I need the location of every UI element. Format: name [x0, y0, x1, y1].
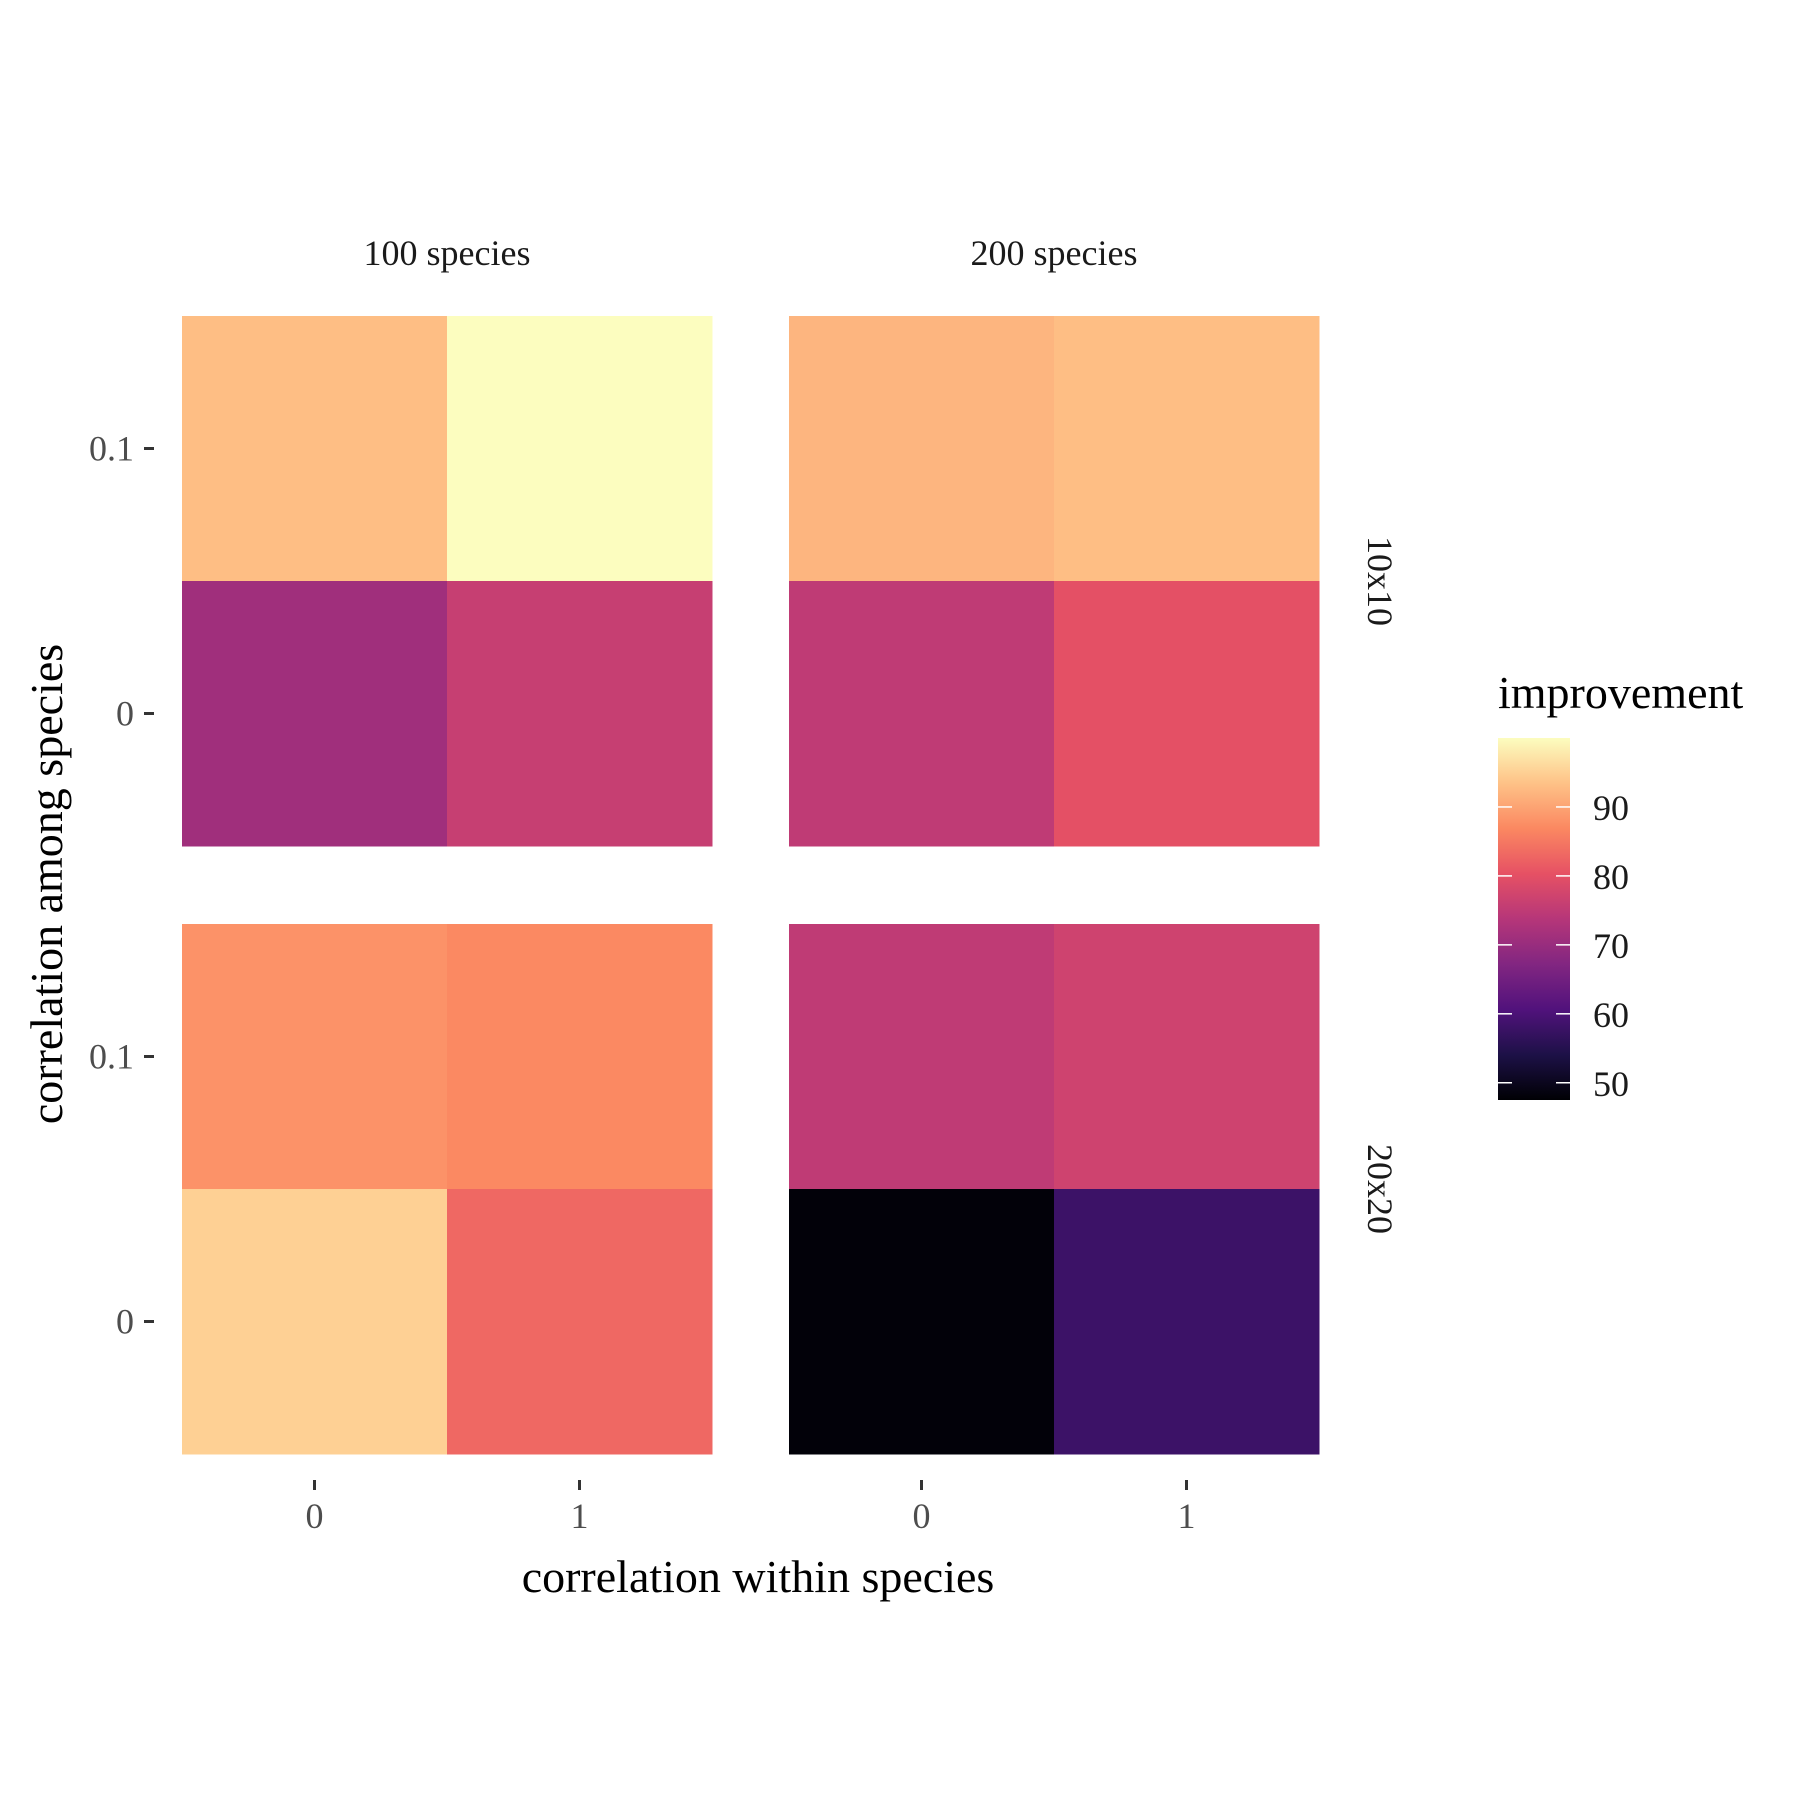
heatmap-cell	[447, 924, 713, 1190]
heatmap-cell	[447, 1189, 713, 1455]
heatmap-cell	[789, 316, 1055, 582]
x-tick-label: 1	[571, 1496, 589, 1536]
row-facet-label: 10x10	[1360, 536, 1400, 626]
legend-colorbar	[1498, 738, 1570, 1100]
heatmap-cell	[1054, 581, 1320, 847]
legend-label: 70	[1593, 926, 1629, 966]
y-axis-title: correlation among species	[21, 644, 72, 1124]
heatmap-cell	[447, 581, 713, 847]
legend-label: 90	[1593, 788, 1629, 828]
legend-label: 60	[1593, 995, 1629, 1035]
row-facet-label: 20x20	[1360, 1144, 1400, 1234]
heatmap-cell	[1054, 924, 1320, 1190]
x-tick-label: 0	[913, 1496, 931, 1536]
column-facet-label: 100 species	[364, 233, 531, 273]
legend-title: improvement	[1498, 667, 1743, 718]
y-tick-label: 0	[116, 1302, 134, 1342]
y-tick-label: 0	[116, 694, 134, 734]
legend-label: 50	[1593, 1064, 1629, 1104]
x-tick-label: 0	[306, 1496, 324, 1536]
heatmap-cell	[182, 924, 448, 1190]
color-legend: improvement 50 60 70 80 90	[1498, 667, 1743, 1104]
heatmap-cell	[447, 316, 713, 582]
heatmap-cell	[789, 924, 1055, 1190]
x-tick-label: 1	[1178, 1496, 1196, 1536]
column-facet-label: 200 species	[971, 233, 1138, 273]
heatmap-cell	[182, 581, 448, 847]
heatmap-cell	[789, 1189, 1055, 1455]
heatmap-cell	[1054, 316, 1320, 582]
facet-strips: 100 species 200 species 10x10 20x20	[364, 233, 1400, 1234]
heatmap-cell	[789, 581, 1055, 847]
y-tick-label: 0.1	[89, 1037, 134, 1077]
heatmap-cell	[1054, 1189, 1320, 1455]
heatmap-cells	[182, 316, 1320, 1455]
y-tick-label: 0.1	[89, 429, 134, 469]
axes: 0 0.1 0 0.1 0 1 0 1	[89, 429, 1196, 1537]
x-axis-title: correlation within species	[522, 1551, 995, 1602]
legend-label: 80	[1593, 857, 1629, 897]
heatmap-cell	[182, 1189, 448, 1455]
heatmap-cell	[182, 316, 448, 582]
